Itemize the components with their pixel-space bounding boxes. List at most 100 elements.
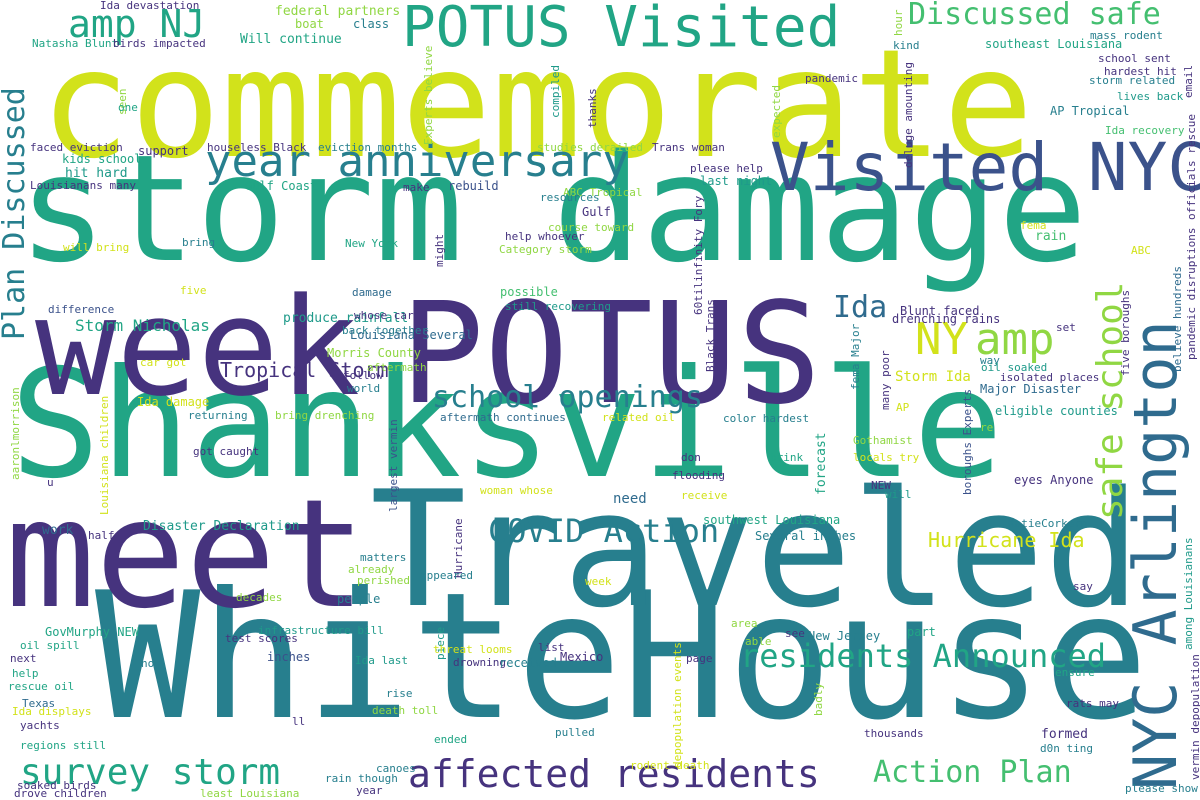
word: Gothamist <box>853 434 913 447</box>
word: Several inches <box>755 529 857 543</box>
word: help whoever <box>505 230 585 243</box>
word: meet <box>5 468 367 642</box>
word: follow <box>343 369 383 382</box>
word: deluge amounting <box>902 62 915 168</box>
word: ensure <box>1055 666 1095 679</box>
word: page <box>686 652 713 665</box>
word: drove children <box>14 787 107 800</box>
word: rain <box>1035 229 1067 244</box>
word: receive <box>681 489 728 502</box>
word: Ida displays <box>12 705 92 718</box>
word: still recovering <box>505 300 611 313</box>
word: threat looms <box>433 643 513 656</box>
word: Category storm <box>499 243 592 256</box>
word: world <box>347 382 381 395</box>
word: resources <box>540 191 600 204</box>
word: Tropical Storm <box>220 358 389 382</box>
word: week <box>585 575 612 588</box>
word: Disaster Declaration <box>143 519 300 534</box>
word: will <box>885 488 912 501</box>
word: southwest Louisiana <box>703 513 841 527</box>
word: fema <box>1020 219 1047 232</box>
word: Mexico <box>560 650 604 664</box>
word: woman whose <box>480 484 553 497</box>
word: birds impacted <box>113 37 206 50</box>
word: Ida last <box>355 654 408 667</box>
word: officials rescue <box>1185 114 1198 220</box>
word: ABC <box>1131 244 1151 257</box>
word: regions still <box>20 739 107 752</box>
word: Traveled <box>370 456 1141 643</box>
word: GovMurphy NEW <box>45 625 139 639</box>
word: Shanksville <box>10 338 1004 512</box>
word: depopulation events <box>671 642 684 768</box>
word: Gulf Coast <box>245 179 318 193</box>
word: flooding <box>672 469 725 482</box>
word: returning <box>188 409 248 422</box>
word: Ida damage <box>137 395 210 409</box>
word: drowning <box>453 656 506 669</box>
word: please show <box>1125 782 1198 795</box>
word: eviction months <box>318 141 418 154</box>
word: WhiteHouse <box>95 556 1149 759</box>
word: rebuild <box>448 179 499 193</box>
word: Gulf <box>582 205 611 219</box>
word: survey storm <box>20 752 281 793</box>
word: make <box>403 181 430 194</box>
word: Ida devastation <box>100 0 200 12</box>
word: year anniversary <box>205 136 629 187</box>
word: Storm Ida <box>895 369 971 385</box>
word: houseless Black <box>207 141 307 154</box>
word: hour <box>892 9 905 37</box>
word: Will continue <box>240 32 342 47</box>
word: affected residents <box>408 752 820 796</box>
word: boroughs Experts <box>961 389 974 495</box>
word: Major Disaster <box>980 382 1082 396</box>
word: don <box>681 451 701 464</box>
word: compiled <box>549 65 562 118</box>
word: rodent death <box>630 759 710 772</box>
word: drenching rains <box>892 312 1001 326</box>
word: u <box>47 476 54 489</box>
word: color hardest <box>723 412 810 425</box>
word: Trans woman <box>652 141 725 154</box>
word: able <box>745 635 772 648</box>
word: pulled <box>555 726 595 739</box>
word: storm related <box>1089 74 1176 87</box>
word: produce rainfall <box>283 311 409 326</box>
word: largest vermin <box>387 419 400 512</box>
word: rescue oil <box>8 680 75 693</box>
word: week <box>35 269 361 426</box>
word: whose car <box>354 309 414 322</box>
word: people <box>337 592 381 606</box>
word: vermin depopulation <box>1189 654 1200 780</box>
word: Ida recovery <box>1105 124 1185 137</box>
word: set <box>1056 321 1076 334</box>
word: canoes <box>376 762 416 775</box>
word: eyes Anyone <box>1014 473 1094 487</box>
word: thanks <box>586 88 599 128</box>
word: southeast Louisiana <box>985 37 1123 51</box>
word: pandemic disruptions <box>1185 227 1198 360</box>
word: bring <box>182 236 216 249</box>
word: studies derailed <box>537 141 643 154</box>
word: re <box>980 421 994 434</box>
word: will bring <box>63 241 130 254</box>
word: Action Plan <box>873 755 1072 790</box>
word: thousands <box>864 727 924 740</box>
word: possible <box>500 285 558 299</box>
word: perished <box>357 574 410 587</box>
word: aftermath continues <box>440 411 566 424</box>
word: bring drenching <box>275 409 375 422</box>
word: fema Major <box>849 323 862 390</box>
word: Louisianans many <box>30 179 136 192</box>
word: oil soaked <box>981 361 1048 374</box>
word: five boroughs <box>1119 289 1132 376</box>
word: mass rodent <box>1090 29 1163 42</box>
word: part <box>907 625 936 639</box>
word: support <box>138 144 189 158</box>
word: class <box>353 17 390 31</box>
word: please help <box>690 162 763 175</box>
word: school sent <box>1098 52 1171 65</box>
